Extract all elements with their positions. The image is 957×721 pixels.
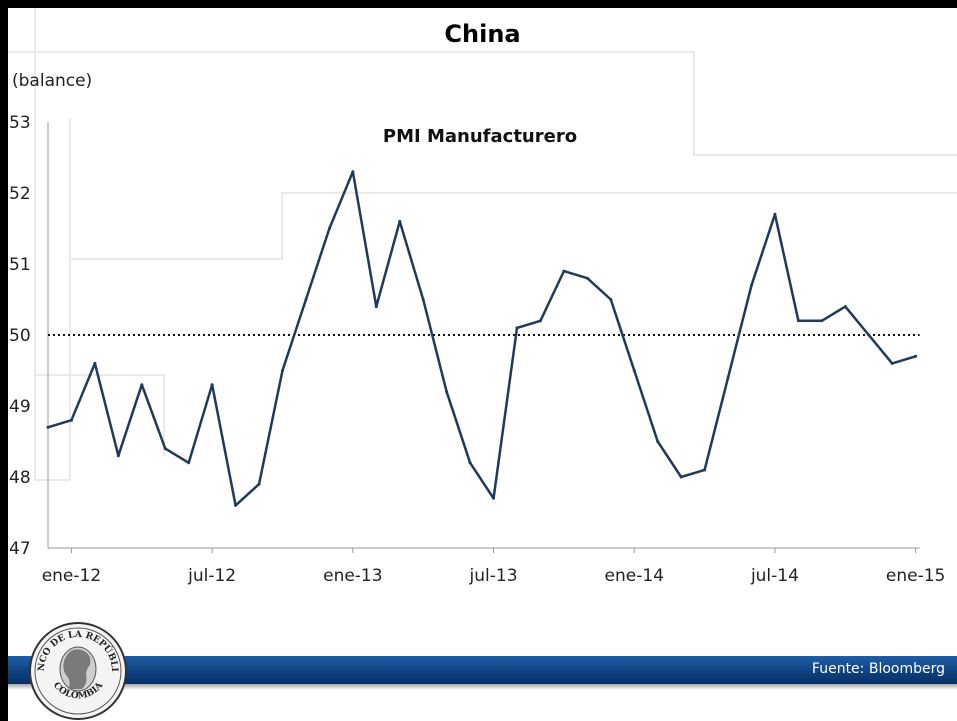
source-note: Fuente: Bloomberg [811, 661, 945, 677]
x-tick-label: ene-12 [42, 566, 101, 586]
pmi-chart: (balance) PMI Manufacturero 47 48 49 50 51 52… [8, 8, 957, 586]
y-tick-label: 47 [9, 539, 31, 559]
y-tick-label: 48 [9, 468, 31, 488]
y-axis-unit-label: (balance) [12, 71, 92, 91]
x-tick-label: ene-14 [605, 566, 664, 586]
x-tick-label: ene-13 [323, 566, 382, 586]
background-decoration [8, 8, 957, 481]
x-tick-label: jul-14 [750, 566, 799, 586]
y-tick-label: 51 [9, 255, 31, 275]
x-tick-label: jul-12 [187, 566, 236, 586]
x-tick-label: ene-15 [886, 566, 945, 586]
y-tick-label: 53 [9, 113, 31, 133]
y-tick-labels: 47 48 49 50 51 52 53 [9, 113, 31, 559]
x-tick-label: jul-13 [469, 566, 518, 586]
y-tick-label: 49 [9, 397, 31, 417]
series-line-pmi [47, 170, 917, 507]
slide-title: China [444, 20, 521, 48]
y-tick-label: 52 [9, 184, 31, 204]
slide: China (balance) PMI Manufacturero 47 48 49… [8, 8, 957, 721]
y-tick-label: 50 [9, 326, 31, 346]
banco-republica-seal: BANCO DE LA REPÚBLICA COLOMBIA [28, 621, 127, 720]
chart-title: PMI Manufacturero [383, 126, 577, 147]
footer-band: Fuente: Bloomberg [8, 656, 957, 690]
x-tick-labels: ene-12 jul-12 ene-13 jul-13 ene-14 jul-14 ene-… [42, 548, 945, 586]
